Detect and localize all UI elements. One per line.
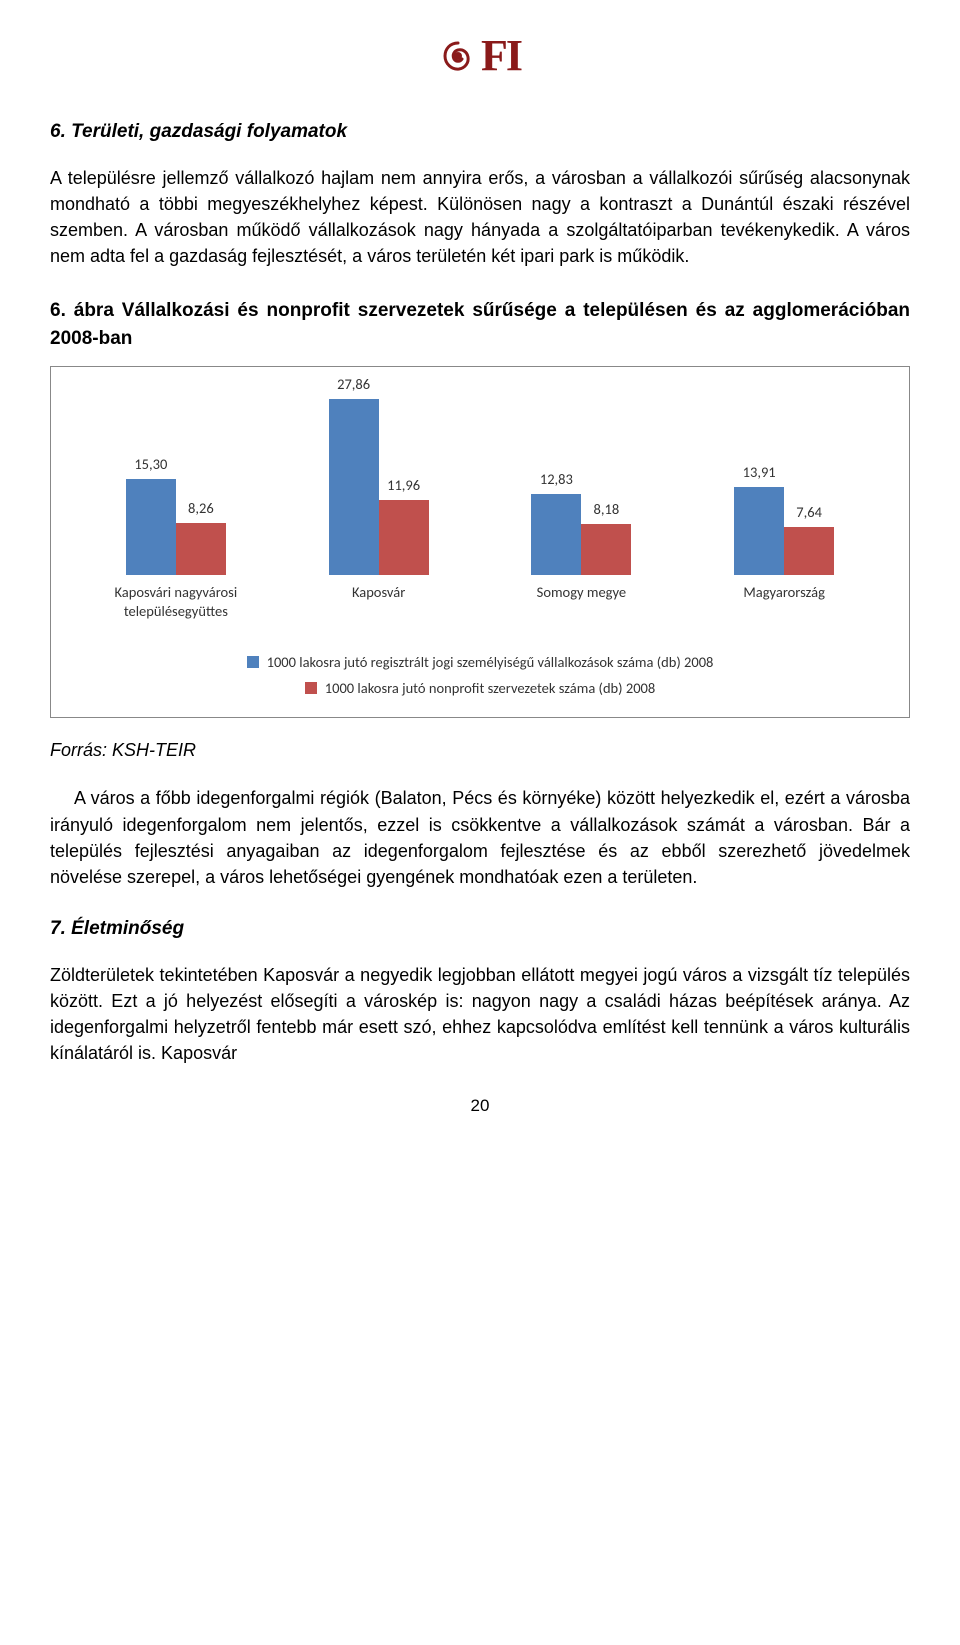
section-7: 7. Életminőség Zöldterületek tekintetébe… bbox=[50, 918, 910, 1066]
figure-6-chart: 15,308,2627,8611,9612,838,1813,917,64 Ka… bbox=[50, 366, 910, 718]
bar-group: 27,8611,96 bbox=[288, 399, 470, 575]
logo: FI bbox=[439, 30, 521, 81]
x-axis-label: Kaposvár bbox=[288, 583, 470, 619]
section-6-heading: 6. Területi, gazdasági folyamatok bbox=[50, 121, 910, 143]
bar-series-b: 8,26 bbox=[176, 523, 226, 575]
bar-series-a: 12,83 bbox=[531, 494, 581, 575]
bar-value-label: 8,18 bbox=[581, 500, 631, 518]
legend-label-b: 1000 lakosra jutó nonprofit szervezetek … bbox=[325, 679, 656, 697]
header-logo: FI bbox=[50, 30, 910, 81]
figure-6-source: Forrás: KSH-TEIR bbox=[50, 740, 910, 761]
bar-value-label: 15,30 bbox=[126, 455, 176, 473]
page-number: 20 bbox=[50, 1096, 910, 1116]
logo-text: FI bbox=[481, 30, 521, 81]
legend-swatch-b bbox=[305, 682, 317, 694]
bar-group: 15,308,26 bbox=[85, 479, 267, 576]
section-7-heading: 7. Életminőség bbox=[50, 918, 910, 940]
bar-group: 13,917,64 bbox=[693, 487, 875, 575]
legend-item-a: 1000 lakosra jutó regisztrált jogi szemé… bbox=[75, 653, 885, 671]
x-axis-label: Somogy megye bbox=[491, 583, 673, 619]
legend-item-b: 1000 lakosra jutó nonprofit szervezetek … bbox=[75, 679, 885, 697]
bar-value-label: 11,96 bbox=[379, 476, 429, 494]
bar-series-b: 11,96 bbox=[379, 500, 429, 576]
chart-plot-area: 15,308,2627,8611,9612,838,1813,917,64 Ka… bbox=[75, 385, 885, 635]
bar-series-a: 15,30 bbox=[126, 479, 176, 576]
swirl-icon bbox=[439, 37, 477, 75]
bar-value-label: 27,86 bbox=[329, 375, 379, 393]
bar-series-a: 13,91 bbox=[734, 487, 784, 575]
paragraph-after-chart: A város a főbb idegenforgalmi régiók (Ba… bbox=[50, 785, 910, 889]
figure-6-caption: 6. ábra Vállalkozási és nonprofit szerve… bbox=[50, 297, 910, 352]
bar-series-b: 7,64 bbox=[784, 527, 834, 575]
bar-value-label: 12,83 bbox=[531, 470, 581, 488]
chart-legend: 1000 lakosra jutó regisztrált jogi szemé… bbox=[75, 653, 885, 697]
bar-value-label: 8,26 bbox=[176, 499, 226, 517]
x-axis-label: Kaposvári nagyvárosi településegyüttes bbox=[85, 583, 267, 619]
section-6: 6. Területi, gazdasági folyamatok A tele… bbox=[50, 121, 910, 269]
section-7-paragraph-1: Zöldterületek tekintetében Kaposvár a ne… bbox=[50, 962, 910, 1066]
x-axis-label: Magyarország bbox=[693, 583, 875, 619]
bar-series-b: 8,18 bbox=[581, 524, 631, 576]
section-6-paragraph-1: A településre jellemző vállalkozó hajlam… bbox=[50, 165, 910, 269]
legend-label-a: 1000 lakosra jutó regisztrált jogi szemé… bbox=[267, 653, 714, 671]
bar-value-label: 7,64 bbox=[784, 503, 834, 521]
legend-swatch-a bbox=[247, 656, 259, 668]
bar-series-a: 27,86 bbox=[329, 399, 379, 575]
bar-group: 12,838,18 bbox=[491, 494, 673, 575]
bar-value-label: 13,91 bbox=[734, 463, 784, 481]
